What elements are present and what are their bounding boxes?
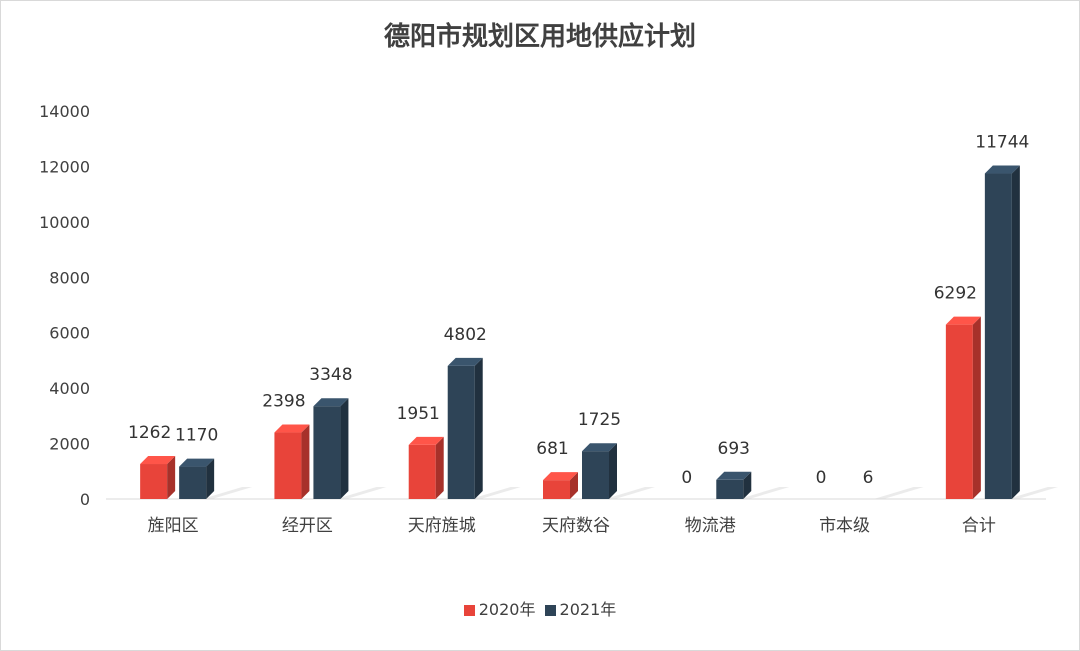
data-label: 681	[536, 439, 568, 459]
bar-shadow	[336, 487, 387, 499]
x-category-label: 经开区	[282, 516, 333, 536]
data-label: 1725	[578, 410, 621, 430]
data-label: 0	[816, 468, 827, 488]
bar-2021-side	[474, 357, 483, 499]
bar-2020	[140, 464, 168, 499]
bar-2020-side	[972, 316, 981, 499]
data-label: 6292	[934, 284, 977, 304]
bar-2021	[582, 451, 609, 499]
bar-2020	[945, 324, 973, 499]
x-category-label: 天府旌城	[408, 516, 476, 536]
bar-2020-top	[408, 436, 444, 445]
x-category-label: 旌阳区	[148, 516, 199, 536]
x-category-label: 市本级	[819, 516, 870, 536]
data-label: 11744	[975, 133, 1029, 153]
data-label: 2398	[262, 392, 305, 412]
data-label: 6	[863, 468, 874, 488]
bar-2021-side	[340, 398, 349, 499]
y-tick-label: 2000	[49, 435, 90, 454]
bar-2021-side	[1011, 165, 1020, 499]
bar-2021	[313, 406, 341, 499]
bar-2020-top	[543, 472, 578, 481]
bar-2021-top	[447, 357, 483, 366]
legend: 2020年 2021年	[0, 596, 1080, 620]
bar-2020-top	[945, 316, 981, 325]
data-label: 1170	[175, 426, 218, 446]
bar-2020	[543, 480, 570, 499]
legend-label: 2020年	[478, 600, 536, 619]
bar-2021	[984, 173, 1012, 499]
bar-2020	[408, 444, 436, 499]
y-tick-label: 14000	[39, 102, 90, 121]
y-tick-label: 6000	[49, 324, 90, 343]
bar-2021	[447, 365, 475, 499]
bar-2021-top	[179, 458, 215, 467]
bar-2021-side	[206, 458, 215, 499]
bar-shadow	[1007, 487, 1058, 499]
bar-shadow	[470, 487, 521, 499]
bar-2021-side	[609, 443, 617, 499]
bar-2020	[274, 432, 302, 499]
bar-2020-side	[435, 436, 444, 499]
bar-2021-side	[743, 471, 752, 499]
data-label: 3348	[309, 365, 352, 385]
data-label: 0	[681, 468, 692, 488]
x-axis-categories: 旌阳区 经开区 天府旌城 天府数谷 物流港 市本级 合计	[148, 516, 996, 536]
y-tick-label: 4000	[49, 379, 90, 398]
bar-2020-side	[570, 472, 578, 499]
bar-2020-side	[301, 424, 310, 499]
bar-shadow	[202, 487, 253, 499]
data-label: 1951	[397, 404, 440, 424]
data-label: 1262	[128, 423, 171, 443]
y-tick-label: 0	[80, 490, 90, 509]
legend-swatch	[544, 605, 556, 616]
data-label: 4802	[444, 325, 487, 345]
x-category-label: 物流港	[685, 516, 736, 536]
bar-2020-top	[274, 424, 310, 433]
y-tick-label: 10000	[39, 213, 90, 232]
legend-item-2021: 2021年	[544, 596, 617, 620]
bar-shadow	[873, 487, 924, 499]
x-category-label: 天府数谷	[542, 516, 610, 536]
bar-2020-side	[167, 456, 176, 499]
y-tick-label: 8000	[49, 268, 90, 287]
bars	[140, 165, 1020, 499]
legend-label: 2021年	[559, 600, 617, 619]
bar-shadow	[605, 487, 655, 499]
legend-swatch	[463, 605, 475, 616]
bar-shadow	[739, 487, 790, 499]
bar-2021-top	[716, 471, 752, 480]
bar-2021	[179, 466, 207, 499]
y-tick-label: 12000	[39, 157, 90, 176]
legend-item-2020: 2020年	[463, 596, 536, 620]
y-axis-ticks: 0 2000 4000 6000 8000 10000 12000 14000	[39, 102, 90, 509]
bar-2021	[716, 479, 744, 499]
bar-2021-top	[582, 443, 617, 452]
x-category-label: 合计	[962, 516, 996, 536]
bar-2021-top	[313, 398, 349, 407]
bar-2021-top	[984, 165, 1020, 174]
bar-shadows	[202, 487, 1058, 499]
bar-2020-top	[140, 456, 176, 465]
chart-title: 德阳市规划区用地供应计划	[383, 22, 696, 52]
data-label: 693	[718, 439, 750, 459]
